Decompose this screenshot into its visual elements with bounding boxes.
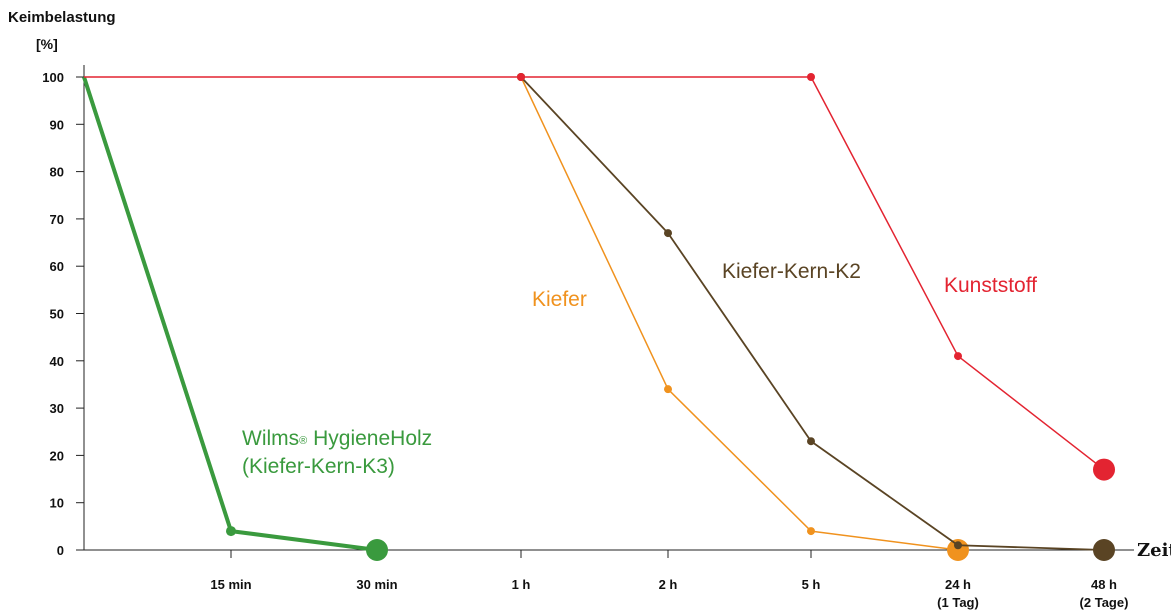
x-tick-label-3: 1 h xyxy=(512,577,531,592)
y-tick-label-30: 30 xyxy=(50,401,64,416)
y-tick-label-40: 40 xyxy=(50,354,64,369)
x-tick-label-2: 30 min xyxy=(356,577,397,592)
data-point-kiefer-2 xyxy=(807,527,815,536)
y-tick-label-90: 90 xyxy=(50,117,64,132)
series-label-kiefer-kern-k2: Kiefer-Kern-K2 xyxy=(722,260,861,283)
data-point-kunststoff-2 xyxy=(807,73,815,81)
data-point-kiefer-1 xyxy=(664,385,672,394)
data-point-wilms-1 xyxy=(226,526,236,537)
data-point-kunststoff-1 xyxy=(517,73,525,81)
y-tick-label-20: 20 xyxy=(50,448,64,463)
x-tick-label-1: 15 min xyxy=(210,577,251,592)
data-point-kiefer-kern-k2-3 xyxy=(954,541,962,550)
y-tick-label-60: 60 xyxy=(50,259,64,274)
data-point-wilms-2 xyxy=(366,539,388,561)
series-label-wilms: Wilms® HygieneHolz (Kiefer-Kern-K3) xyxy=(242,425,432,481)
data-point-kunststoff-3 xyxy=(954,352,962,361)
series-label-kiefer: Kiefer xyxy=(532,288,587,311)
y-tick-label-10: 10 xyxy=(50,496,64,511)
y-tick-label-80: 80 xyxy=(50,165,64,180)
y-tick-label-100: 100 xyxy=(42,70,64,85)
y-axis-title: Keimbelastung xyxy=(8,9,116,26)
data-point-kunststoff-4 xyxy=(1093,458,1115,481)
y-tick-label-0: 0 xyxy=(57,543,64,558)
series-label-wilms-sub: (Kiefer-Kern-K3) xyxy=(242,455,395,478)
data-point-kiefer-kern-k2-2 xyxy=(807,437,815,446)
data-point-kiefer-3 xyxy=(947,539,969,561)
y-tick-label-70: 70 xyxy=(50,212,64,227)
y-tick-label-50: 50 xyxy=(50,307,64,322)
x-tick-label-6: 24 h xyxy=(945,577,971,592)
series-line-kiefer-kern-k2 xyxy=(520,76,1105,551)
x-tick-sublabel-7: (2 Tage) xyxy=(1080,595,1129,610)
x-axis-title: Zeit xyxy=(1137,540,1171,561)
y-axis-unit: [%] xyxy=(36,36,58,52)
x-tick-label-4: 2 h xyxy=(659,577,678,592)
x-tick-label-7: 48 h xyxy=(1091,577,1117,592)
x-tick-label-5: 5 h xyxy=(802,577,821,592)
series-line-kiefer xyxy=(520,76,959,551)
series-label-kunststoff: Kunststoff xyxy=(944,274,1038,297)
x-tick-sublabel-6: (1 Tag) xyxy=(937,595,979,610)
data-point-kiefer-kern-k2-4 xyxy=(1093,539,1115,561)
data-point-kiefer-kern-k2-1 xyxy=(664,229,672,238)
